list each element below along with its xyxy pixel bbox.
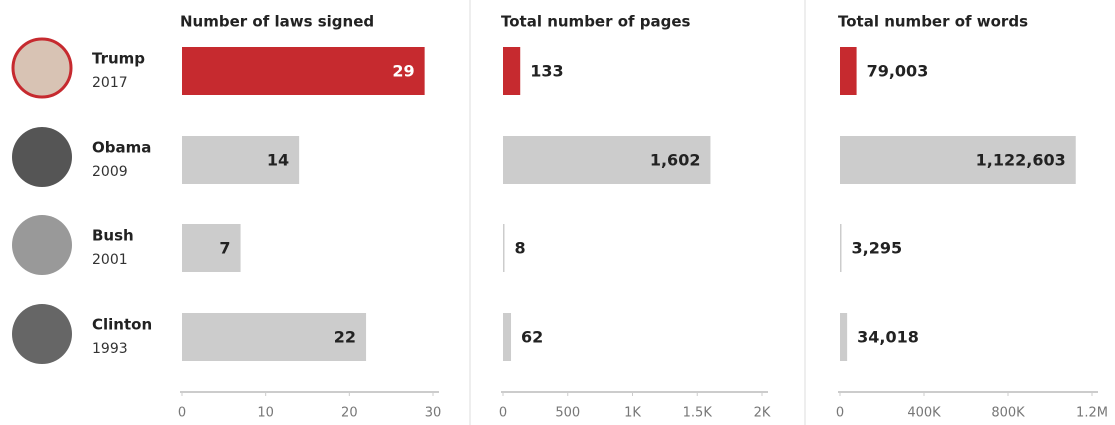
row-name: Trump [92,50,145,68]
portraits [11,37,73,364]
bar [182,136,300,184]
bar [503,47,521,95]
bar [840,136,1076,184]
x-tick-label: 20 [341,406,358,421]
x-tick-label: 30 [425,406,442,421]
bar [182,47,425,95]
row-year: 2001 [92,252,128,268]
bar [503,136,711,184]
value-label: 34,018 [857,328,919,347]
row-name: Bush [92,227,134,245]
row-name: Clinton [92,316,152,334]
bar [840,313,848,361]
x-tick-label: 500 [555,406,580,421]
value-label: 1,122,603 [976,151,1066,170]
x-tick-label: 10 [257,406,274,421]
value-label: 14 [267,151,289,170]
bar [182,224,241,272]
value-label: 1,602 [650,151,701,170]
portrait [12,127,72,187]
x-tick-label: 1.2M [1076,406,1108,421]
value-label: 62 [521,328,543,347]
x-tick-label: 0 [499,406,507,421]
bar [503,224,505,272]
x-tick-label: 0 [178,406,186,421]
x-tick-label: 1.5K [683,406,713,421]
portrait [12,215,72,275]
value-label: 79,003 [867,62,929,81]
panel-title: Number of laws signed [180,13,374,31]
bar [840,47,857,95]
row-year: 1993 [92,341,128,357]
bar [503,313,512,361]
x-tick-label: 0 [836,406,844,421]
value-label: 7 [219,239,230,258]
row-name: Obama [92,139,151,157]
panel-title: Total number of pages [501,13,691,31]
value-label: 29 [392,62,414,81]
bar [182,313,367,361]
x-tick-label: 400K [907,406,941,421]
value-label: 22 [334,328,356,347]
x-tick-label: 800K [991,406,1025,421]
value-label: 133 [530,62,563,81]
panel-title: Total number of words [838,13,1028,31]
row-year: 2009 [92,164,128,180]
portrait [12,304,72,364]
value-label: 3,295 [852,239,903,258]
x-tick-label: 1K [624,406,641,421]
row-year: 2017 [92,75,128,91]
bar [840,224,842,272]
value-label: 8 [515,239,526,258]
portrait [11,37,73,99]
x-tick-label: 2K [754,406,771,421]
